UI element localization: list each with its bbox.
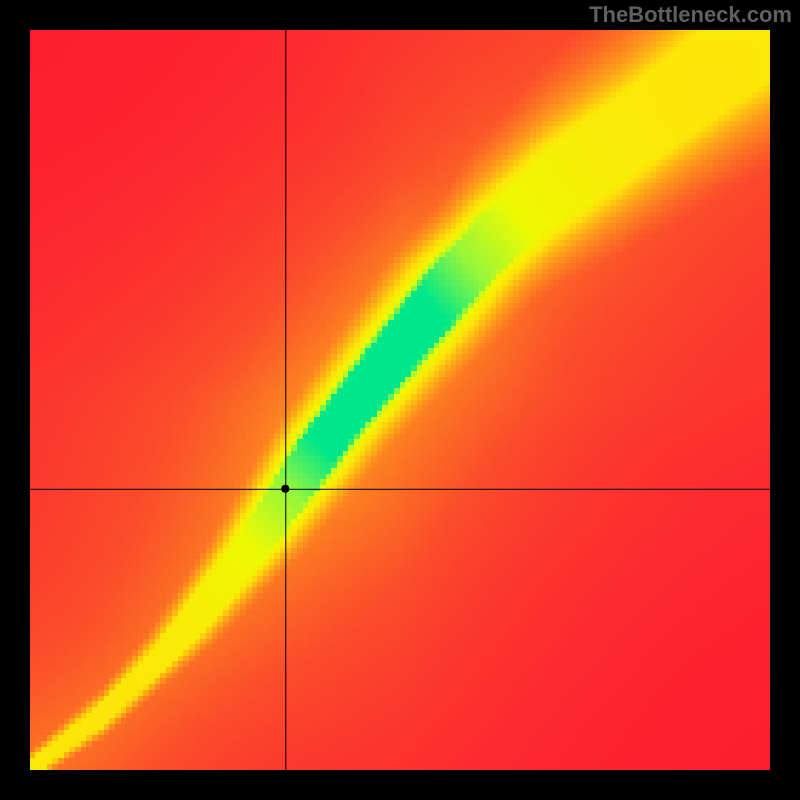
heatmap-canvas (30, 30, 770, 770)
bottleneck-heatmap (30, 30, 770, 770)
watermark-text: TheBottleneck.com (589, 2, 792, 28)
